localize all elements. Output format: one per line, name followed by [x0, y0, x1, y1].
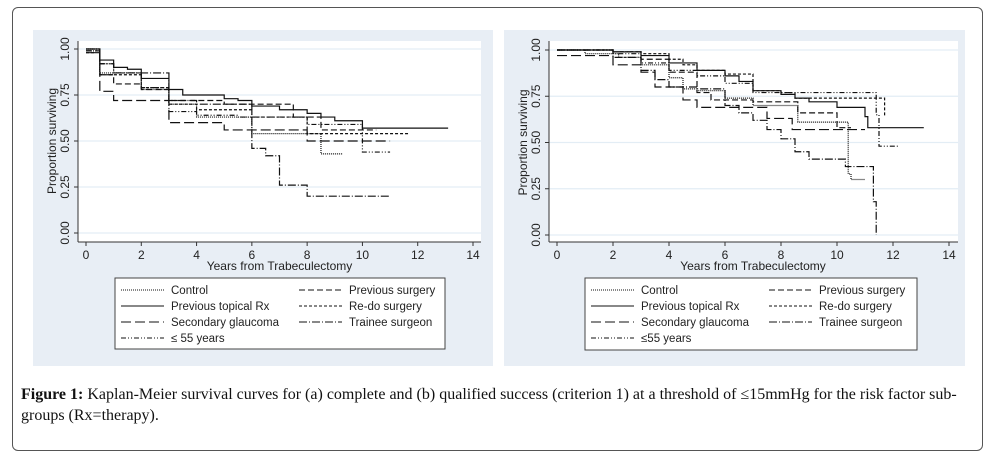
- x-tick-label: 14: [942, 248, 956, 262]
- legend: Control Previous surgery Previous topical …: [584, 277, 918, 351]
- x-tick-label: 14: [466, 248, 480, 262]
- x-tick-label: 2: [138, 248, 145, 262]
- y-tick-label: 0.50: [58, 129, 72, 153]
- legend-label: Previous surgery: [819, 285, 906, 297]
- legend-box: [114, 277, 446, 350]
- legend-label: Previous surgery: [349, 285, 436, 297]
- x-tick-label: 6: [249, 248, 256, 262]
- y-tick-label: 0.25: [58, 175, 72, 199]
- legend-label: Control: [641, 285, 678, 297]
- series-line-trainee-surgeon: [86, 48, 391, 197]
- y-tick-label: 0.25: [529, 177, 543, 201]
- x-tick-label: 12: [886, 248, 900, 262]
- x-axis-title: Years from Trabeculectomy: [207, 259, 353, 273]
- x-tick-label: 8: [778, 248, 785, 262]
- x-tick-label: 2: [610, 248, 617, 262]
- y-tick-label: 0.75: [529, 84, 543, 108]
- x-tick-label: 12: [411, 248, 425, 262]
- legend-label: Trainee surgeon: [819, 317, 902, 329]
- legend-label: ≤55 years: [641, 333, 692, 345]
- series-line-re-do-surgery: [86, 52, 410, 135]
- legend: Control Previous surgery Previous topical …: [114, 277, 446, 350]
- series-line-secondary-glaucoma: [557, 54, 865, 131]
- x-tick-label: 8: [304, 248, 311, 262]
- chart-a-svg: 0.00 0.25 0.50 0.75 1.00 0 2 4 6 8 10 12 14 Years fro…: [45, 37, 481, 350]
- legend-label: Previous topical Rx: [171, 301, 270, 313]
- x-tick-label: 10: [356, 248, 370, 262]
- legend-label: Re-do surgery: [819, 301, 892, 313]
- y-tick-label: 1.00: [58, 37, 72, 61]
- y-tick-label: 0.00: [58, 221, 72, 245]
- legend-label: Trainee surgeon: [349, 317, 432, 329]
- x-tick-label: 4: [666, 248, 673, 262]
- x-tick-label: 0: [83, 248, 90, 262]
- legend-label: Re-do surgery: [349, 301, 422, 313]
- series-line-control: [86, 48, 344, 155]
- series-line-55-years: [557, 49, 899, 147]
- figure-caption: Figure 1: Kaplan-Meier survival curves f…: [21, 384, 981, 426]
- x-tick-label: 6: [722, 248, 729, 262]
- legend-label: Secondary glaucoma: [641, 317, 750, 329]
- series-line-trainee-surgeon: [557, 49, 877, 235]
- series-line-previous-topical-rx: [86, 48, 449, 129]
- x-axis-title: Years from Trabeculectomy: [680, 259, 826, 273]
- y-tick-label: 0.00: [529, 223, 543, 247]
- series-line-55-years: [86, 50, 391, 153]
- legend-label: ≤ 55 years: [171, 333, 225, 345]
- y-tick-label: 0.75: [58, 83, 72, 107]
- chart-panel-a: 0.00 0.25 0.50 0.75 1.00 0 2 4 6 8 10 12 14 Years fro…: [33, 30, 493, 366]
- x-tick-label: 4: [193, 248, 200, 262]
- x-tick-label: 10: [830, 248, 844, 262]
- caption-label: Figure 1:: [21, 386, 84, 403]
- x-tick-label: 0: [554, 248, 561, 262]
- y-axis-title: Proportion surviving: [516, 89, 530, 195]
- y-tick-label: 0.50: [529, 130, 543, 154]
- legend-label: Secondary glaucoma: [171, 317, 280, 329]
- legend-label: Previous topical Rx: [641, 301, 740, 313]
- plot-area: [549, 41, 958, 242]
- chart-b-svg: 0.00 0.25 0.50 0.75 1.00 0 2 4 6 8 10 12 14 Years fro…: [516, 38, 958, 351]
- figure-frame: [12, 7, 983, 451]
- chart-panel-b: 0.00 0.25 0.50 0.75 1.00 0 2 4 6 8 10 12 14 Years fro…: [504, 30, 965, 366]
- series-line-secondary-glaucoma: [86, 52, 391, 142]
- caption-text: Kaplan-Meier survival curves for (a) com…: [21, 386, 957, 424]
- y-tick-label: 1.00: [529, 38, 543, 62]
- legend-label: Control: [171, 285, 208, 297]
- series-line-control: [557, 49, 865, 181]
- legend-box: [584, 277, 918, 351]
- y-axis-title: Proportion surviving: [45, 88, 59, 194]
- series-line-re-do-surgery: [557, 49, 886, 117]
